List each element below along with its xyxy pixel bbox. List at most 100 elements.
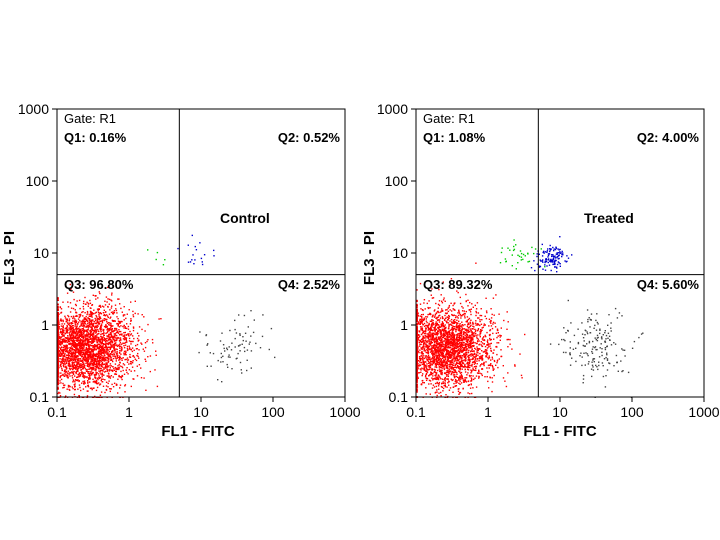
treated-event-dot-q3 [438,368,441,370]
treated-event-dot-q3 [457,345,459,347]
control-event-dot-q3 [95,326,97,328]
treated-event-dot-q3 [469,311,472,313]
control-event-dot-q3 [108,337,111,339]
control-event-dot-q3 [57,335,59,337]
control-event-dot-q3 [81,336,83,338]
treated-event-dot-q3 [420,327,422,330]
control-event-dot-q3 [98,377,101,380]
control-event-dot-q3 [105,326,107,329]
control-event-dot-q3 [78,327,80,329]
treated-event-dot-q3 [430,294,432,296]
treated-event-dot-q3 [453,366,455,369]
control-event-dot-q3 [132,360,134,362]
treated-event-dot-q3 [468,317,471,320]
control-event-dot-q3 [86,331,89,333]
treated-event-dot-q3 [461,326,463,328]
treated-event-dot-q3 [475,314,477,317]
control-event-dot-q3 [84,339,87,341]
control-event-dot-q3 [77,360,79,363]
control-event-dot-q3 [155,350,157,352]
control-event-dot-q3 [116,344,118,346]
treated-event-dot-q3 [448,368,451,370]
control-event-dot-q3 [60,378,63,381]
control-event-dot-q3 [91,356,93,358]
control-event-dot-q3 [66,344,68,347]
control-event-dot-q3 [96,366,98,368]
treated-event-dot-q3 [434,345,436,347]
control-event-dot-q3 [121,343,123,345]
control-event-dot-q3 [111,330,113,333]
control-event-dot-q3 [92,345,95,347]
control-event-dot-q3 [112,355,114,357]
control-event-dot-q3 [109,336,112,339]
control-event-dot-q3 [85,326,87,328]
control-event-dot-q3 [108,376,110,379]
treated-event-dot-q3 [460,364,462,367]
control-event-dot-q3 [59,395,62,397]
control-event-dot-q2 [189,261,192,263]
treated-event-dot-q3 [450,351,453,354]
treated-event-dot-q3 [487,339,489,341]
treated-event-dot-q3 [456,322,458,324]
control-event-dot-q3 [66,354,68,356]
control-event-dot-q3 [83,381,86,383]
control-event-dot-q3 [102,370,104,372]
control-event-dot-q3 [72,367,74,370]
control-event-dot-q3 [93,346,95,348]
control-event-dot-q3 [124,342,126,344]
control-event-dot-q3 [76,351,78,354]
treated-event-dot-q3 [442,348,444,350]
control-event-dot-q3 [88,353,90,356]
treated-event-dot-q3 [467,366,469,369]
control-event-dot-q3 [69,331,71,333]
treated-event-dot-q3 [493,338,495,340]
treated-event-dot-q3 [451,371,453,374]
control-event-dot-q3 [64,332,66,335]
treated-event-dot-q3 [458,382,460,384]
treated-event-dot-q3 [438,324,440,326]
control-event-dot-q3 [58,372,60,374]
control-event-dot-q3 [69,358,72,361]
control-event-dot-q3 [95,360,98,362]
control-event-dot-q3 [80,331,82,333]
control-event-dot-q3 [80,363,82,365]
treated-event-dot-q3 [474,359,476,361]
control-event-dot-q3 [73,363,76,366]
control-event-dot-q3 [69,311,72,313]
control-event-dot-q3 [87,354,89,356]
treated-event-dot-q3 [485,297,487,299]
treated-event-dot-q3 [425,335,427,337]
treated-event-dot-q3 [416,289,418,291]
control-event-dot-q3 [92,365,94,367]
control-event-dot-q3 [144,342,147,344]
treated-event-dot-q3 [425,368,428,370]
treated-event-dot-q3 [451,322,453,324]
treated-event-dot-q3 [455,366,457,368]
treated-event-dot-q3 [468,331,471,333]
treated-event-dot-q3 [458,326,460,329]
treated-event-dot-q3 [487,341,489,344]
control-event-dot-q3 [134,358,136,360]
treated-event-dot-q3 [423,345,425,347]
control-x-tick-label: 10 [193,404,209,420]
control-event-dot-q3 [99,369,102,372]
control-event-dot-q3 [79,366,82,369]
control-event-dot-q3 [68,360,70,362]
control-event-dot-q3 [118,298,120,300]
treated-event-dot-q3 [444,327,447,330]
treated-event-dot-q3 [455,330,457,333]
treated-event-dot-q3 [496,360,499,362]
treated-event-dot-q3 [471,333,474,335]
treated-event-dot-q3 [439,326,441,328]
control-event-dot-q3 [57,361,59,363]
control-event-dot-q3 [149,370,151,373]
control-event-dot-q3 [113,353,115,355]
control-event-dot-q3 [140,377,143,379]
control-event-dot-q3 [99,383,102,385]
treated-event-dot-q3 [435,312,438,314]
treated-event-dot-q3 [416,312,418,315]
control-event-dot-q3 [102,358,104,360]
treated-event-dot-q3 [465,377,468,379]
control-event-dot-q3 [94,360,96,362]
